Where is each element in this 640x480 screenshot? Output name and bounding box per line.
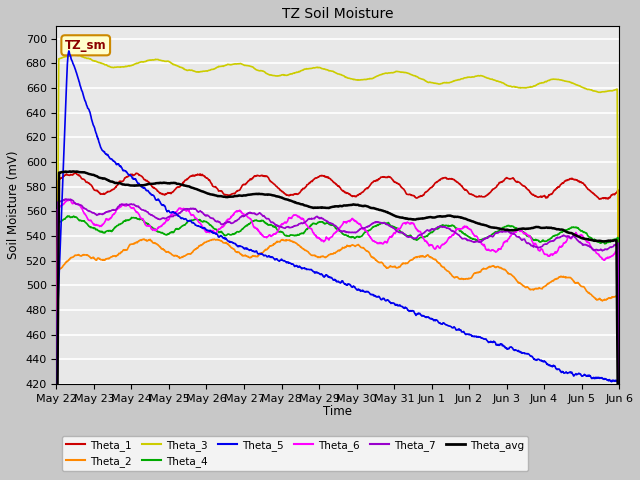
Y-axis label: Soil Moisture (mV): Soil Moisture (mV) [7, 151, 20, 259]
Text: TZ_sm: TZ_sm [65, 39, 106, 52]
Title: TZ Soil Moisture: TZ Soil Moisture [282, 7, 394, 21]
Legend: Theta_1, Theta_2, Theta_3, Theta_4, Theta_5, Theta_6, Theta_7, Theta_avg: Theta_1, Theta_2, Theta_3, Theta_4, Thet… [61, 436, 528, 471]
X-axis label: Time: Time [323, 405, 352, 418]
